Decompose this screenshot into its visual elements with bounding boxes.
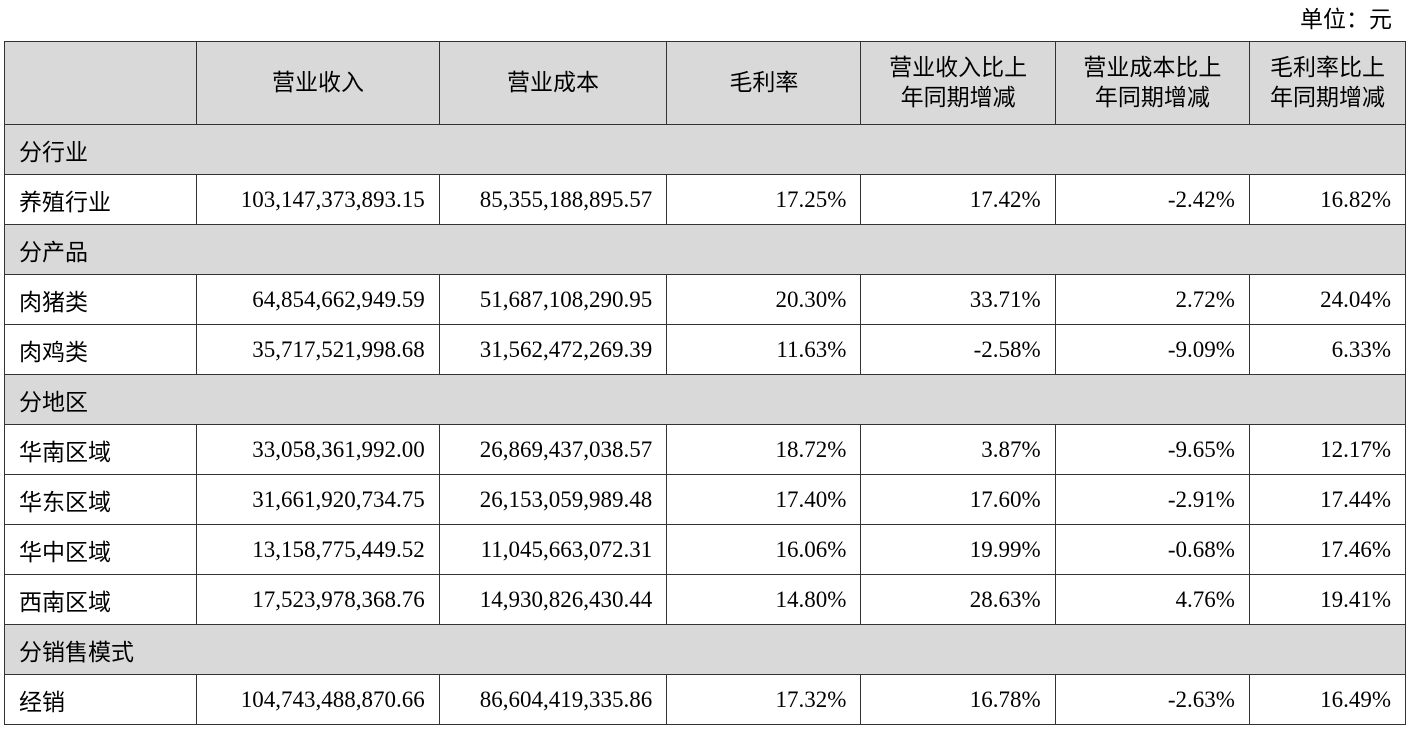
section-title: 分产品 (4, 224, 1406, 275)
margin-yoy-cell: 16.49% (1248, 674, 1407, 725)
revenue-yoy-cell: -2.58% (860, 324, 1056, 375)
margin-yoy-cell: 6.33% (1248, 324, 1407, 375)
gross-margin-cell: 17.25% (666, 174, 862, 225)
margin-yoy-cell: 24.04% (1248, 274, 1407, 325)
revenue-cell: 103,147,373,893.15 (196, 174, 440, 225)
cost-cell: 51,687,108,290.95 (438, 274, 668, 325)
row-label: 华东区域 (3, 474, 198, 525)
table-row: 华东区域 31,661,920,734.75 26,153,059,989.48 17… (3, 474, 1407, 525)
row-label: 肉猪类 (3, 274, 198, 325)
table-row: 西南区域 17,523,978,368.76 14,930,826,430.44 14… (3, 574, 1407, 625)
revenue-yoy-cell: 17.42% (860, 174, 1056, 225)
revenue-yoy-cell: 16.78% (860, 674, 1056, 725)
margin-yoy-cell: 17.46% (1248, 524, 1407, 575)
revenue-cell: 104,743,488,870.66 (196, 674, 440, 725)
gross-margin-cell: 18.72% (666, 424, 862, 475)
revenue-cell: 35,717,521,998.68 (196, 324, 440, 375)
row-label: 肉鸡类 (3, 324, 198, 375)
cost-cell: 14,930,826,430.44 (438, 574, 668, 625)
cost-yoy-cell: -0.68% (1054, 524, 1250, 575)
header-text-line: 年同期增减 (1269, 85, 1385, 110)
cost-yoy-cell: -9.65% (1054, 424, 1250, 475)
cost-cell: 31,562,472,269.39 (438, 324, 668, 375)
cost-yoy-cell: -9.09% (1054, 324, 1250, 375)
header-text-line: 营业成本 (507, 70, 599, 95)
gross-margin-cell: 17.32% (666, 674, 862, 725)
header-text-line: 年同期增减 (900, 85, 1016, 110)
cost-cell: 26,153,059,989.48 (438, 474, 668, 525)
margin-yoy-cell: 12.17% (1248, 424, 1407, 475)
revenue-cell: 64,854,662,949.59 (196, 274, 440, 325)
revenue-yoy-cell: 19.99% (860, 524, 1056, 575)
table-header: 营业收入 营业成本 毛利率 营业收入比上 年同期增减 营业成本比上 年同期增减 毛利率比上 年同… (3, 41, 1407, 125)
cost-cell: 85,355,188,895.57 (438, 174, 668, 225)
revenue-yoy-cell: 33.71% (860, 274, 1056, 325)
cost-cell: 11,045,663,072.31 (438, 524, 668, 575)
header-margin-yoy: 毛利率比上年同期增减 (1248, 41, 1407, 125)
section-title: 分销售模式 (4, 624, 1406, 675)
table-row: 经销 104,743,488,870.66 86,604,419,335.86 17.… (3, 674, 1407, 725)
header-text-line: 营业收入比上 (889, 55, 1028, 80)
row-label: 经销 (3, 674, 198, 725)
row-label: 华中区域 (3, 524, 198, 575)
header-text-line: 营业收入 (272, 70, 364, 95)
unit-label: 单位：元 (1300, 7, 1392, 32)
header-row: 营业收入 营业成本 毛利率 营业收入比上 年同期增减 营业成本比上 年同期增减 毛利率比上 年同… (3, 41, 1407, 125)
cost-yoy-cell: -2.91% (1054, 474, 1250, 525)
margin-yoy-cell: 19.41% (1248, 574, 1407, 625)
revenue-yoy-cell: 17.60% (860, 474, 1056, 525)
cost-yoy-cell: 4.76% (1054, 574, 1250, 625)
revenue-yoy-cell: 3.87% (860, 424, 1056, 475)
section-row: 分行业 (4, 124, 1406, 175)
header-text-line: 营业成本比上 (1083, 55, 1222, 80)
gross-margin-cell: 14.80% (666, 574, 862, 625)
section-row: 分产品 (4, 224, 1406, 275)
cost-yoy-cell: -2.63% (1054, 674, 1250, 725)
section-title: 分地区 (4, 374, 1406, 425)
revenue-cell: 33,058,361,992.00 (196, 424, 440, 475)
section-row: 分销售模式 (4, 624, 1406, 675)
table-row: 肉鸡类 35,717,521,998.68 31,562,472,269.39 11.… (3, 324, 1407, 375)
revenue-yoy-cell: 28.63% (860, 574, 1056, 625)
table-row: 肉猪类 64,854,662,949.59 51,687,108,290.95 20.… (3, 274, 1407, 325)
row-label: 西南区域 (3, 574, 198, 625)
header-category (3, 41, 198, 125)
revenue-cell: 17,523,978,368.76 (196, 574, 440, 625)
margin-yoy-cell: 17.44% (1248, 474, 1407, 525)
table-row: 华南区域 33,058,361,992.00 26,869,437,038.57 18… (3, 424, 1407, 475)
revenue-cell: 13,158,775,449.52 (196, 524, 440, 575)
header-revenue-yoy: 营业收入比上 年同期增减 (860, 41, 1056, 125)
cost-cell: 26,869,437,038.57 (438, 424, 668, 475)
section-title: 分行业 (4, 124, 1406, 175)
header-cost: 营业成本 (438, 41, 668, 125)
header-gross-margin: 毛利率 (666, 41, 862, 125)
gross-margin-cell: 11.63% (666, 324, 862, 375)
header-text-line: 毛利率比上 (1269, 55, 1385, 80)
table-row: 养殖行业 103,147,373,893.15 85,355,188,895.57 1… (3, 174, 1407, 225)
financial-table: 营业收入 营业成本 毛利率 营业收入比上 年同期增减 营业成本比上 年同期增减 毛利率比上 年同… (3, 41, 1407, 725)
header-text-line: 毛利率 (729, 70, 799, 95)
cost-yoy-cell: 2.72% (1054, 274, 1250, 325)
cost-yoy-cell: -2.42% (1054, 174, 1250, 225)
header-cost-yoy: 营业成本比上 年同期增减 (1054, 41, 1250, 125)
header-revenue: 营业收入 (196, 41, 440, 125)
margin-yoy-cell: 16.82% (1248, 174, 1407, 225)
gross-margin-cell: 16.06% (666, 524, 862, 575)
cost-cell: 86,604,419,335.86 (438, 674, 668, 725)
gross-margin-cell: 17.40% (666, 474, 862, 525)
header-text-line: 年同期增减 (1094, 85, 1210, 110)
gross-margin-cell: 20.30% (666, 274, 862, 325)
revenue-cell: 31,661,920,734.75 (196, 474, 440, 525)
row-label: 养殖行业 (3, 174, 198, 225)
section-row: 分地区 (4, 374, 1406, 425)
table-row: 华中区域 13,158,775,449.52 11,045,663,072.31 16… (3, 524, 1407, 575)
table-body: 分行业 养殖行业 103,147,373,893.15 85,355,188,895.… (3, 124, 1407, 725)
row-label: 华南区域 (3, 424, 198, 475)
